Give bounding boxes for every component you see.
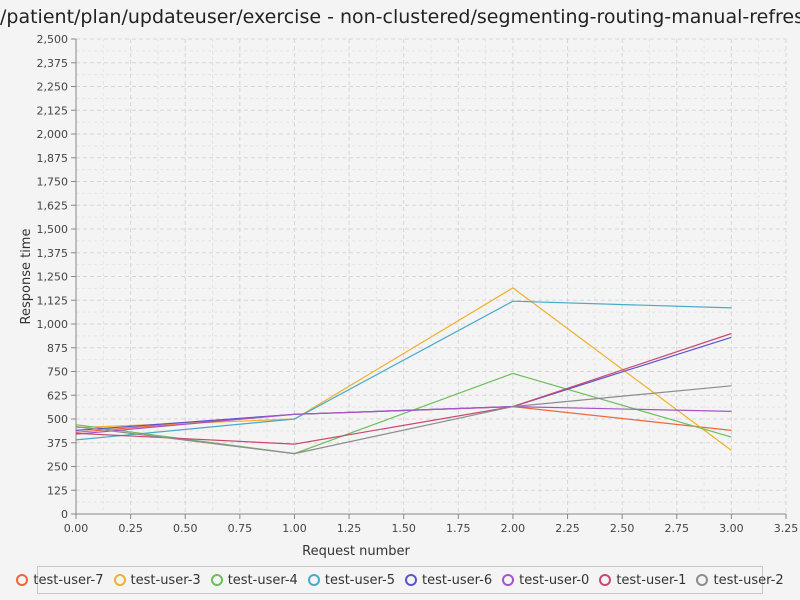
x-tick-label: 0.25	[118, 522, 143, 535]
legend-marker-icon	[696, 574, 709, 586]
legend-label: test-user-4	[227, 572, 298, 588]
y-tick-label: 1,750	[37, 176, 69, 189]
x-tick-label: 3.25	[774, 522, 799, 535]
legend-label: test-user-1	[616, 572, 687, 588]
x-axis-label: Request number	[302, 544, 410, 559]
legend-label: test-user-5	[324, 572, 395, 588]
y-tick-label: 625	[47, 389, 68, 402]
y-tick-label: 0	[61, 508, 68, 521]
y-tick-label: 1,625	[37, 199, 69, 212]
legend-label: test-user-0	[519, 572, 590, 588]
x-tick-label: 1.25	[337, 522, 362, 535]
x-tick-label: 2.25	[555, 522, 580, 535]
legend-item: test-user-6	[405, 573, 492, 588]
chart-title: /patient/plan/updateuser/exercise - non-…	[0, 6, 800, 28]
chart-legend: test-user-7 test-user-3 test-user-4 test-us…	[16, 566, 784, 594]
legend-label: test-user-2	[713, 572, 784, 588]
series-line-test-user-5	[75, 300, 732, 441]
y-tick-label: 1,500	[37, 223, 69, 236]
legend-label: test-user-6	[422, 572, 493, 588]
y-tick-label: 250	[47, 461, 68, 474]
x-tick-label: 2.00	[501, 522, 526, 535]
legend-marker-icon	[16, 574, 29, 586]
legend-item: test-user-1	[599, 573, 686, 588]
y-tick-label: 1,000	[37, 318, 69, 331]
y-tick-label: 2,500	[37, 33, 69, 46]
y-tick-label: 2,375	[37, 57, 69, 70]
legend-label: test-user-7	[33, 572, 104, 588]
x-tick-label: 1.50	[391, 522, 416, 535]
legend-marker-icon	[405, 574, 417, 586]
x-tick-label: 3.00	[719, 522, 744, 535]
series-line-test-user-0	[75, 405, 732, 435]
legend-item: test-user-0	[502, 573, 589, 588]
legend-item: test-user-5	[307, 572, 395, 588]
legend-item: test-user-7	[16, 572, 104, 588]
legend-label: test-user-3	[130, 572, 201, 588]
y-tick-label: 1,125	[37, 294, 69, 307]
legend-marker-icon	[210, 574, 223, 586]
y-tick-label: 2,125	[37, 104, 69, 117]
y-axis-label: Response time	[19, 229, 34, 325]
x-tick-label: 0.50	[173, 522, 198, 535]
x-tick-label: 1.75	[446, 522, 471, 535]
y-tick-label: 750	[47, 366, 68, 379]
legend-item: test-user-3	[113, 572, 201, 588]
y-tick-label: 125	[47, 484, 68, 497]
x-tick-label: 2.75	[665, 522, 690, 535]
x-tick-label: 0.75	[228, 522, 253, 535]
x-tick-label: 2.50	[610, 522, 635, 535]
y-tick-label: 2,000	[37, 128, 69, 141]
y-tick-label: 875	[47, 342, 68, 355]
series-line-test-user-3	[75, 287, 732, 451]
legend-item: test-user-4	[210, 572, 298, 588]
y-tick-label: 500	[47, 413, 68, 426]
y-tick-label: 2,250	[37, 81, 69, 94]
legend-marker-icon	[307, 574, 320, 586]
legend-marker-icon	[113, 574, 126, 586]
y-tick-label: 1,250	[37, 271, 69, 284]
y-tick-label: 1,375	[37, 247, 69, 260]
y-tick-label: 1,875	[37, 152, 69, 165]
legend-marker-icon	[599, 574, 612, 586]
series-line-test-user-2	[75, 385, 732, 455]
series-line-test-user-1	[75, 332, 732, 445]
legend-marker-icon	[502, 574, 515, 586]
x-tick-label: 0.00	[64, 522, 89, 535]
y-tick-label: 375	[47, 437, 68, 450]
legend-item: test-user-2	[696, 572, 784, 588]
x-tick-label: 1.00	[282, 522, 307, 535]
